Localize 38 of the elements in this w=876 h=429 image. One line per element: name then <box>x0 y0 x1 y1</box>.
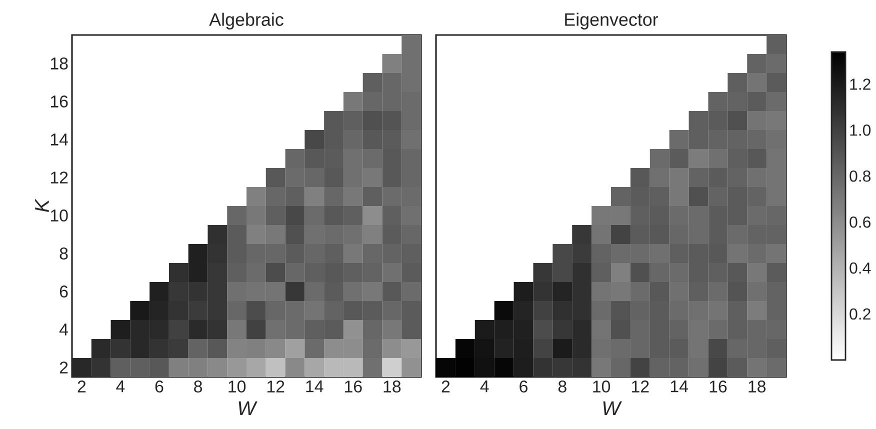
color-bar-label: 1.2 <box>850 78 870 90</box>
x-tick-label: 18 <box>384 380 401 393</box>
chart-title: Eigenvector <box>565 12 658 30</box>
y-tick-label: 10 <box>50 210 68 222</box>
chart-title: Algebraic <box>209 12 284 30</box>
x-tick-label: 16 <box>345 380 362 393</box>
y-axis-title: K <box>35 198 49 212</box>
x-axis-title: W <box>238 401 258 416</box>
color-bar-label: 1.0 <box>850 124 871 136</box>
color-bar-label: 0.2 <box>850 308 870 320</box>
y-tick-label: 16 <box>50 96 68 108</box>
x-tick-label: 8 <box>558 380 566 393</box>
x-tick-label: 14 <box>670 380 688 392</box>
x-tick-label: 2 <box>442 380 450 392</box>
color-bar-label: 0.8 <box>850 170 870 182</box>
x-tick-label: 12 <box>632 380 649 392</box>
y-tick-label: 12 <box>50 172 68 184</box>
x-tick-label: 10 <box>593 380 610 393</box>
y-tick-label: 6 <box>60 286 68 298</box>
x-tick-label: 6 <box>520 380 528 393</box>
x-tick-label: 18 <box>748 380 766 393</box>
x-tick-label: 12 <box>267 380 284 392</box>
y-tick-label: 4 <box>59 324 68 336</box>
y-tick-label: 2 <box>60 362 68 374</box>
x-tick-label: 8 <box>194 380 202 393</box>
y-tick-label: 14 <box>50 134 68 146</box>
x-tick-label: 4 <box>480 380 489 392</box>
x-tick-label: 16 <box>710 380 727 393</box>
x-tick-label: 2 <box>78 380 86 392</box>
y-tick-label: 18 <box>50 58 68 70</box>
color-bar-label: 0.6 <box>850 216 870 228</box>
x-tick-label: 6 <box>155 380 164 393</box>
x-tick-label: 10 <box>228 380 246 393</box>
x-axis-title: W <box>603 401 622 416</box>
color-bar-label: 0.4 <box>850 262 871 274</box>
x-tick-label: 14 <box>306 380 324 392</box>
x-tick-label: 4 <box>116 380 125 392</box>
y-tick-label: 8 <box>60 248 68 260</box>
